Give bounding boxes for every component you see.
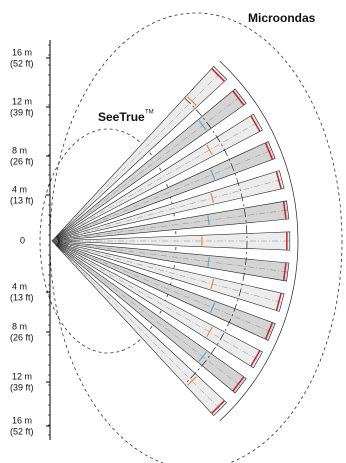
beam-mark	[207, 215, 210, 226]
beam-end	[250, 350, 261, 367]
beam	[51, 113, 263, 242]
beam	[51, 141, 276, 242]
beam-mark	[187, 376, 197, 386]
microwave-label: Microondas	[248, 11, 316, 25]
beam-end	[264, 322, 274, 340]
beam-mark	[210, 169, 216, 180]
beam-axis	[51, 209, 288, 242]
beam-end	[232, 90, 245, 106]
mid-arc	[184, 98, 248, 384]
scale-meters: 4 m	[12, 184, 27, 194]
beam-axis	[51, 121, 259, 242]
beam-axis	[51, 149, 272, 242]
scale-feet: (39 ft)	[10, 107, 34, 117]
beam-mark	[206, 144, 213, 156]
beam-axis	[51, 179, 282, 242]
scale: 16 m(52 ft)12 m(39 ft)8 m(26 ft)4 m(13 f…	[10, 44, 50, 436]
beam-mark	[206, 326, 213, 338]
beam-mark	[187, 96, 197, 106]
seetrue-label: SeeTrue	[98, 110, 145, 124]
beam-axis	[51, 240, 241, 387]
scale-meters: 4 m	[12, 281, 27, 291]
scale-zero: 0	[20, 235, 25, 245]
beam-mark	[198, 351, 207, 362]
beam-end	[211, 68, 225, 82]
beam	[51, 240, 276, 341]
beam-mark	[210, 302, 216, 313]
beam-end	[264, 142, 274, 160]
scale-feet: (13 ft)	[10, 292, 34, 302]
beam-axis	[51, 240, 288, 273]
beam-end	[282, 262, 287, 281]
beam	[51, 240, 263, 369]
range-arc	[219, 60, 299, 422]
beam	[51, 88, 247, 242]
scale-meters: 12 m	[12, 371, 32, 381]
beam-end	[211, 400, 225, 414]
beam-end	[232, 376, 245, 392]
beam	[51, 240, 247, 394]
beam-axis	[51, 240, 282, 303]
scale-meters: 16 m	[12, 415, 32, 425]
scale-meters: 8 m	[12, 321, 27, 331]
beam-axis	[51, 95, 241, 242]
beam-mark	[210, 278, 215, 290]
beam-mark	[207, 256, 210, 267]
scale-meters: 12 m	[12, 96, 32, 106]
beam	[51, 240, 290, 282]
scale-feet: (39 ft)	[10, 382, 34, 392]
beams	[51, 60, 299, 422]
scale-feet: (26 ft)	[10, 332, 34, 342]
beam-end	[275, 171, 282, 190]
beam-end	[250, 115, 261, 132]
scale-feet: (26 ft)	[10, 156, 34, 166]
beam-mark	[210, 192, 215, 204]
trademark: TM	[145, 110, 154, 116]
beam	[51, 240, 285, 312]
beam	[51, 200, 290, 242]
beam-end	[282, 201, 287, 220]
beam-axis	[51, 240, 259, 361]
scale-feet: (52 ft)	[10, 426, 34, 436]
scale-meters: 8 m	[12, 145, 27, 155]
scale-feet: (13 ft)	[10, 195, 34, 205]
beam	[51, 170, 285, 242]
scale-feet: (52 ft)	[10, 58, 34, 68]
scale-meters: 16 m	[12, 47, 32, 57]
beam-mark	[198, 120, 207, 131]
beam-axis	[51, 240, 272, 333]
beam-end	[275, 292, 282, 311]
